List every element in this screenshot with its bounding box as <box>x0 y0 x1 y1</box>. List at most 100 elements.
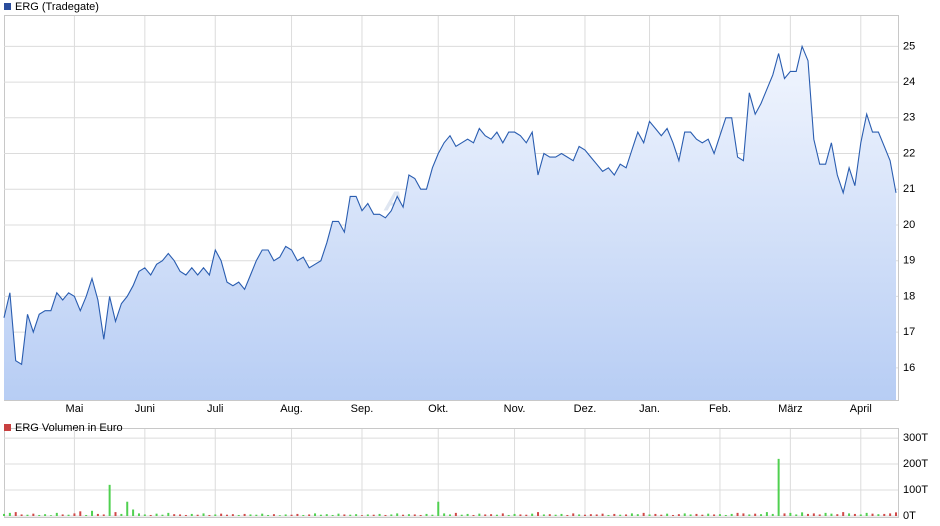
volume-bar <box>754 513 757 516</box>
volume-bar <box>895 512 897 516</box>
volume-bar <box>701 514 704 516</box>
volume-bar <box>777 458 780 516</box>
volume-bar <box>660 514 663 516</box>
volume-bar <box>173 514 176 516</box>
volume-bar <box>161 514 164 516</box>
volume-bar <box>630 513 633 516</box>
volume-bar <box>454 512 457 516</box>
volume-bar <box>742 513 745 516</box>
volume-bar <box>61 514 64 516</box>
volume-bar <box>724 514 727 516</box>
volume-bar <box>255 514 258 516</box>
volume-bar <box>143 514 146 516</box>
y-tick-label: 19 <box>903 255 915 267</box>
volume-bar <box>355 514 358 516</box>
x-tick-label: Aug. <box>280 403 303 415</box>
volume-bar <box>560 513 563 516</box>
y-tick-label: 200T <box>903 458 928 470</box>
volume-bar <box>237 514 240 516</box>
y-tick-label: 23 <box>903 112 915 124</box>
volume-bar <box>243 513 246 516</box>
volume-bar <box>619 514 622 516</box>
volume-bar <box>190 513 193 516</box>
volume-bar <box>818 514 821 516</box>
volume-bar <box>407 514 410 516</box>
volume-bar <box>801 512 804 516</box>
volume-bar <box>3 513 5 516</box>
volume-bar <box>853 513 856 516</box>
volume-bar <box>625 514 628 516</box>
y-tick-label: 24 <box>903 76 915 88</box>
y-tick-label: 100T <box>903 484 928 496</box>
volume-bar <box>8 512 11 516</box>
volume-bar <box>789 512 792 516</box>
volume-bar <box>648 514 651 516</box>
volume-bar <box>202 513 205 516</box>
volume-bar <box>126 501 129 516</box>
y-tick-label: 22 <box>903 147 915 159</box>
volume-bar <box>437 501 440 516</box>
volume-bar <box>314 513 317 516</box>
volume-bar <box>149 514 152 516</box>
volume-bar <box>102 514 105 516</box>
volume-bar <box>519 514 522 516</box>
volume-bar <box>449 514 451 516</box>
volume-bar <box>842 512 845 516</box>
volume-bar <box>419 514 422 516</box>
volume-bar <box>96 513 99 516</box>
volume-bar <box>308 514 311 516</box>
volume-bar <box>372 514 375 516</box>
x-tick-label: Nov. <box>504 403 526 415</box>
volume-bar <box>132 509 135 516</box>
volume-bar <box>231 514 234 516</box>
volume-bar <box>695 513 698 516</box>
volume-bar <box>402 514 405 516</box>
volume-bar <box>366 514 369 516</box>
volume-bar <box>73 513 76 516</box>
volume-bar <box>44 514 47 516</box>
volume-bar <box>771 513 774 516</box>
volume-bar <box>877 514 880 516</box>
price-line <box>3 44 897 366</box>
volume-bar <box>760 514 763 516</box>
y-tick-label: 25 <box>903 40 915 52</box>
volume-bar <box>278 515 281 516</box>
volume-bar <box>484 514 487 516</box>
volume-bar <box>501 513 504 516</box>
volume-bar <box>666 513 669 516</box>
volume-bar <box>120 513 123 516</box>
volume-bar <box>390 514 393 516</box>
y-tick-label: 18 <box>903 290 915 302</box>
volume-bar <box>360 515 363 516</box>
volume-bar <box>578 514 581 516</box>
volume-bar <box>179 514 182 516</box>
x-tick-label: Juni <box>135 403 155 415</box>
volume-bar <box>331 514 334 516</box>
volume-bar <box>79 511 82 516</box>
volume-bar <box>513 513 516 516</box>
volume-bar <box>795 514 798 516</box>
volume-bar <box>38 514 41 516</box>
volume-bar <box>290 514 293 516</box>
volume-bar <box>14 512 17 516</box>
volume-bar <box>26 514 29 516</box>
volume-bar <box>554 514 557 516</box>
volume-bar <box>472 514 475 516</box>
volume-bar <box>748 514 751 516</box>
volume-bar <box>871 513 874 516</box>
volume-bar <box>431 514 434 516</box>
volume-bar <box>460 514 463 516</box>
volume-bar <box>824 512 827 516</box>
volume-bar <box>114 512 117 516</box>
volume-bar <box>566 514 569 516</box>
volume-bar <box>677 514 680 516</box>
volume-bar <box>613 513 616 516</box>
volume-bar <box>672 514 674 516</box>
volume-bar <box>325 514 328 516</box>
price-frame <box>4 15 899 401</box>
x-tick-label: Feb. <box>709 403 731 415</box>
volume-bar <box>425 513 428 516</box>
volume-bar <box>85 514 88 516</box>
volume-bar <box>713 514 716 516</box>
